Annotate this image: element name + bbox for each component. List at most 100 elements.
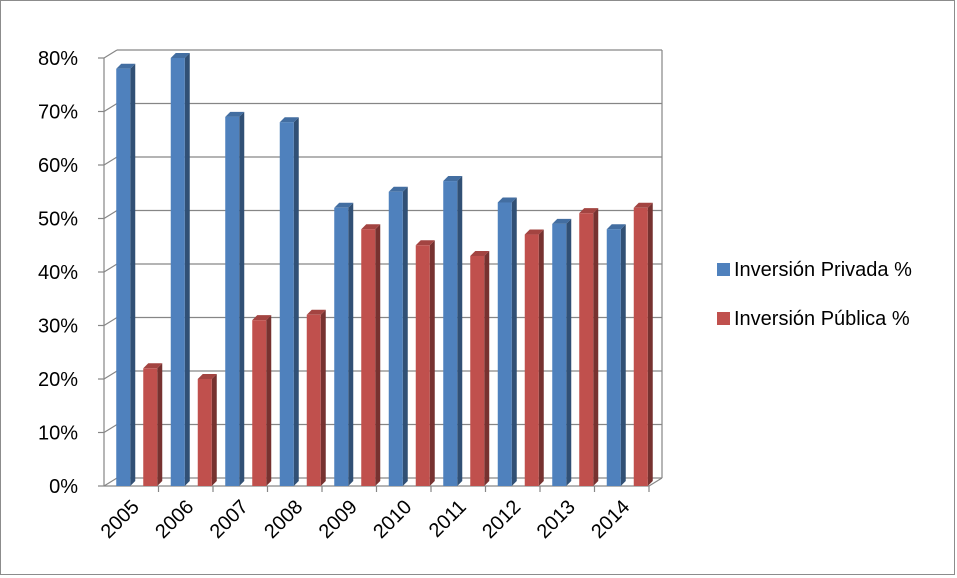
- bar-top: [388, 186, 408, 192]
- bar-top: [524, 229, 544, 235]
- legend-swatch: [717, 312, 730, 325]
- gridline-depth: [103, 102, 118, 113]
- gridline-depth: [103, 370, 118, 380]
- bar-side: [511, 197, 517, 486]
- bar-side: [293, 117, 299, 486]
- bar-front: [633, 207, 648, 487]
- bar: [334, 202, 354, 487]
- bar-front: [524, 234, 539, 486]
- bar-top: [470, 250, 490, 256]
- bar-side: [266, 315, 272, 486]
- x-tick-label: 2009: [315, 496, 362, 543]
- bar-top: [606, 224, 626, 230]
- bar-top: [579, 208, 599, 214]
- y-tick-label: 60%: [38, 155, 78, 177]
- bar-side: [593, 208, 599, 486]
- bar-side: [184, 53, 190, 486]
- legend-label: Inversión Privada %: [734, 259, 912, 281]
- x-tick-label: 2008: [260, 496, 307, 543]
- bar-top: [497, 197, 517, 203]
- bar-side: [566, 218, 572, 486]
- bar-top: [197, 374, 217, 379]
- bar-top: [252, 315, 272, 321]
- bar: [497, 197, 517, 486]
- bar: [388, 186, 408, 486]
- bar-side: [457, 176, 463, 487]
- bar-top: [552, 218, 572, 224]
- bar-front: [334, 207, 349, 487]
- bar: [252, 315, 272, 486]
- bar: [116, 63, 136, 486]
- x-tick-label: 2010: [369, 496, 416, 543]
- gridline-depth: [103, 49, 118, 59]
- bar-front: [116, 68, 131, 486]
- bar: [524, 229, 544, 487]
- floor-edge: [648, 477, 663, 487]
- legend: Inversión Privada % Inversión Pública %: [717, 259, 912, 330]
- x-tick-label: 2014: [587, 496, 634, 543]
- y-tick-label: 10%: [38, 423, 78, 445]
- legend-label: Inversión Pública %: [734, 308, 910, 330]
- gridline-depth: [103, 263, 118, 273]
- x-tick-label: 2006: [151, 496, 198, 543]
- x-tick-labels: 2005 2006 2007 2008 2009 2010 2011 2012 2013 2014: [97, 496, 635, 543]
- bar-side: [429, 240, 435, 486]
- bar-front: [361, 229, 376, 486]
- bar-top: [443, 176, 463, 182]
- bars: [116, 53, 653, 487]
- bar: [225, 111, 245, 486]
- bar-side: [157, 363, 163, 486]
- gridline-depth: [103, 477, 118, 487]
- gridline-depth: [103, 423, 118, 434]
- bar-side: [647, 202, 653, 487]
- bar-front: [443, 181, 458, 487]
- bar-front: [606, 229, 621, 486]
- x-tick-label: 2012: [478, 496, 525, 543]
- x-tick-label: 2011: [425, 496, 471, 542]
- x-tick-label: 2007: [206, 496, 253, 543]
- legend-entry: Inversión Privada %: [717, 259, 912, 281]
- bar-front: [170, 58, 185, 486]
- bar: [361, 224, 381, 486]
- bar-side: [402, 186, 408, 486]
- y-tick-label: 70%: [38, 102, 78, 124]
- bar-front: [252, 320, 267, 486]
- bar: [279, 117, 299, 486]
- bar-front: [197, 379, 212, 486]
- legend-entry: Inversión Pública %: [717, 308, 910, 330]
- bar: [470, 250, 490, 486]
- bar-top: [116, 63, 136, 69]
- bar-top: [633, 202, 653, 208]
- bar-top: [170, 53, 190, 58]
- bar-side: [239, 111, 245, 486]
- bar: [143, 363, 163, 486]
- bar-side: [375, 224, 381, 486]
- bar-top: [306, 309, 326, 315]
- bar-front: [579, 213, 594, 486]
- gridline-depth: [103, 316, 118, 327]
- bar-front: [497, 202, 512, 486]
- bar: [606, 224, 626, 486]
- bar-front: [143, 368, 158, 486]
- y-tick-label: 40%: [38, 262, 78, 284]
- y-tick-labels: 0% 10% 20% 30% 40% 50% 60% 70% 80%: [38, 48, 78, 498]
- y-tick-label: 80%: [38, 48, 78, 70]
- legend-swatch: [717, 263, 730, 276]
- x-tick-label: 2013: [533, 496, 580, 543]
- bar-front: [306, 314, 321, 486]
- bar: [170, 53, 190, 486]
- bar: [579, 208, 599, 486]
- bar-top: [334, 202, 354, 208]
- bar-side: [130, 63, 136, 486]
- bar-side: [348, 202, 354, 487]
- bar-side: [484, 250, 490, 486]
- gridline-depth: [103, 156, 118, 166]
- y-tick-label: 0%: [49, 476, 78, 498]
- bar: [552, 218, 572, 486]
- bar-side: [538, 229, 544, 487]
- bar: [633, 202, 653, 487]
- bar: [197, 374, 217, 486]
- gridline-depth: [103, 209, 118, 220]
- y-tick-label: 50%: [38, 209, 78, 231]
